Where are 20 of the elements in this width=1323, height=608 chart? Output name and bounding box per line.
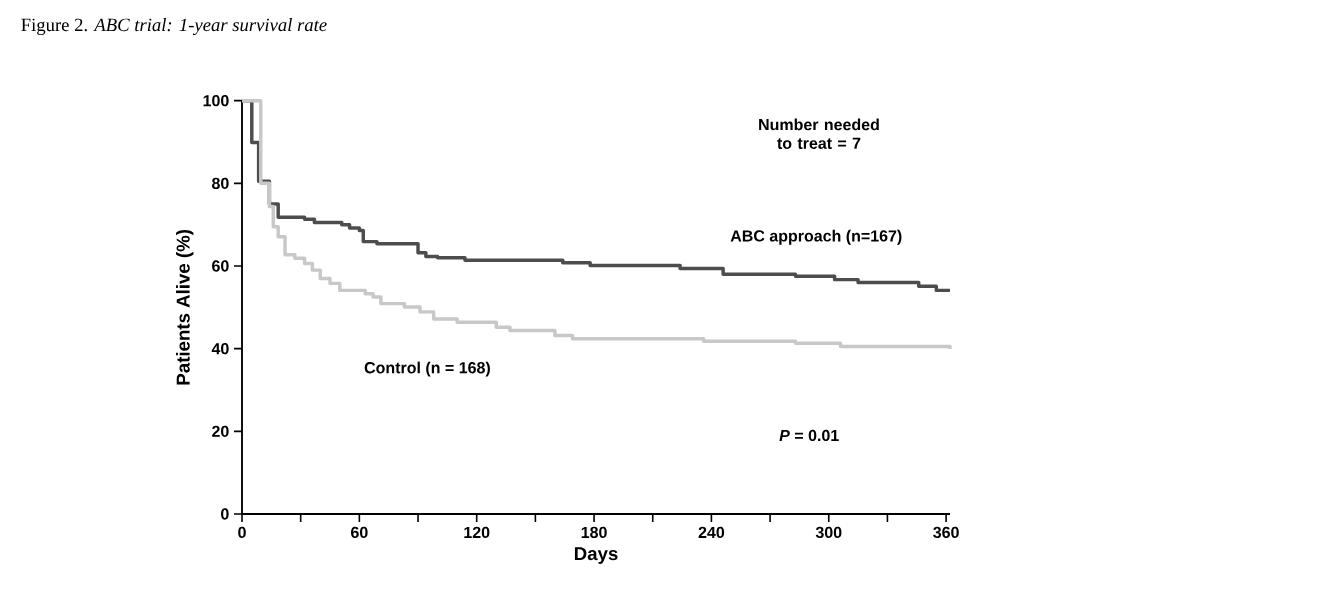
y-tick-label: 0 — [221, 508, 229, 520]
x-axis-title: Days — [574, 547, 618, 564]
chart-title: Figure 2. ABC trial: 1-year survival rate — [21, 18, 327, 36]
x-tick-label: 60 — [351, 526, 368, 539]
x-tick-label: 300 — [815, 526, 842, 539]
x-tick-label: 120 — [464, 526, 490, 539]
x-tick-label: 360 — [933, 526, 959, 539]
x-tick-label: 240 — [698, 526, 725, 539]
annotation: Number needed to treat = 7 — [759, 118, 879, 149]
x-tick-label: 180 — [581, 526, 607, 539]
text: Control (n = 168) — [364, 361, 490, 377]
y-tick-label: 80 — [212, 177, 229, 189]
x-tick-label: 0 — [238, 526, 246, 539]
y-tick-label: 60 — [212, 260, 229, 272]
y-tick-label: 100 — [203, 95, 229, 107]
y-tick-label: 20 — [212, 425, 229, 437]
y-tick-label: 40 — [211, 343, 229, 355]
annotation: P = 0.01 — [779, 429, 839, 442]
series-label: ABC approach (n=167) — [730, 229, 902, 245]
y-axis-title: Patients Alive (%) — [176, 229, 194, 385]
